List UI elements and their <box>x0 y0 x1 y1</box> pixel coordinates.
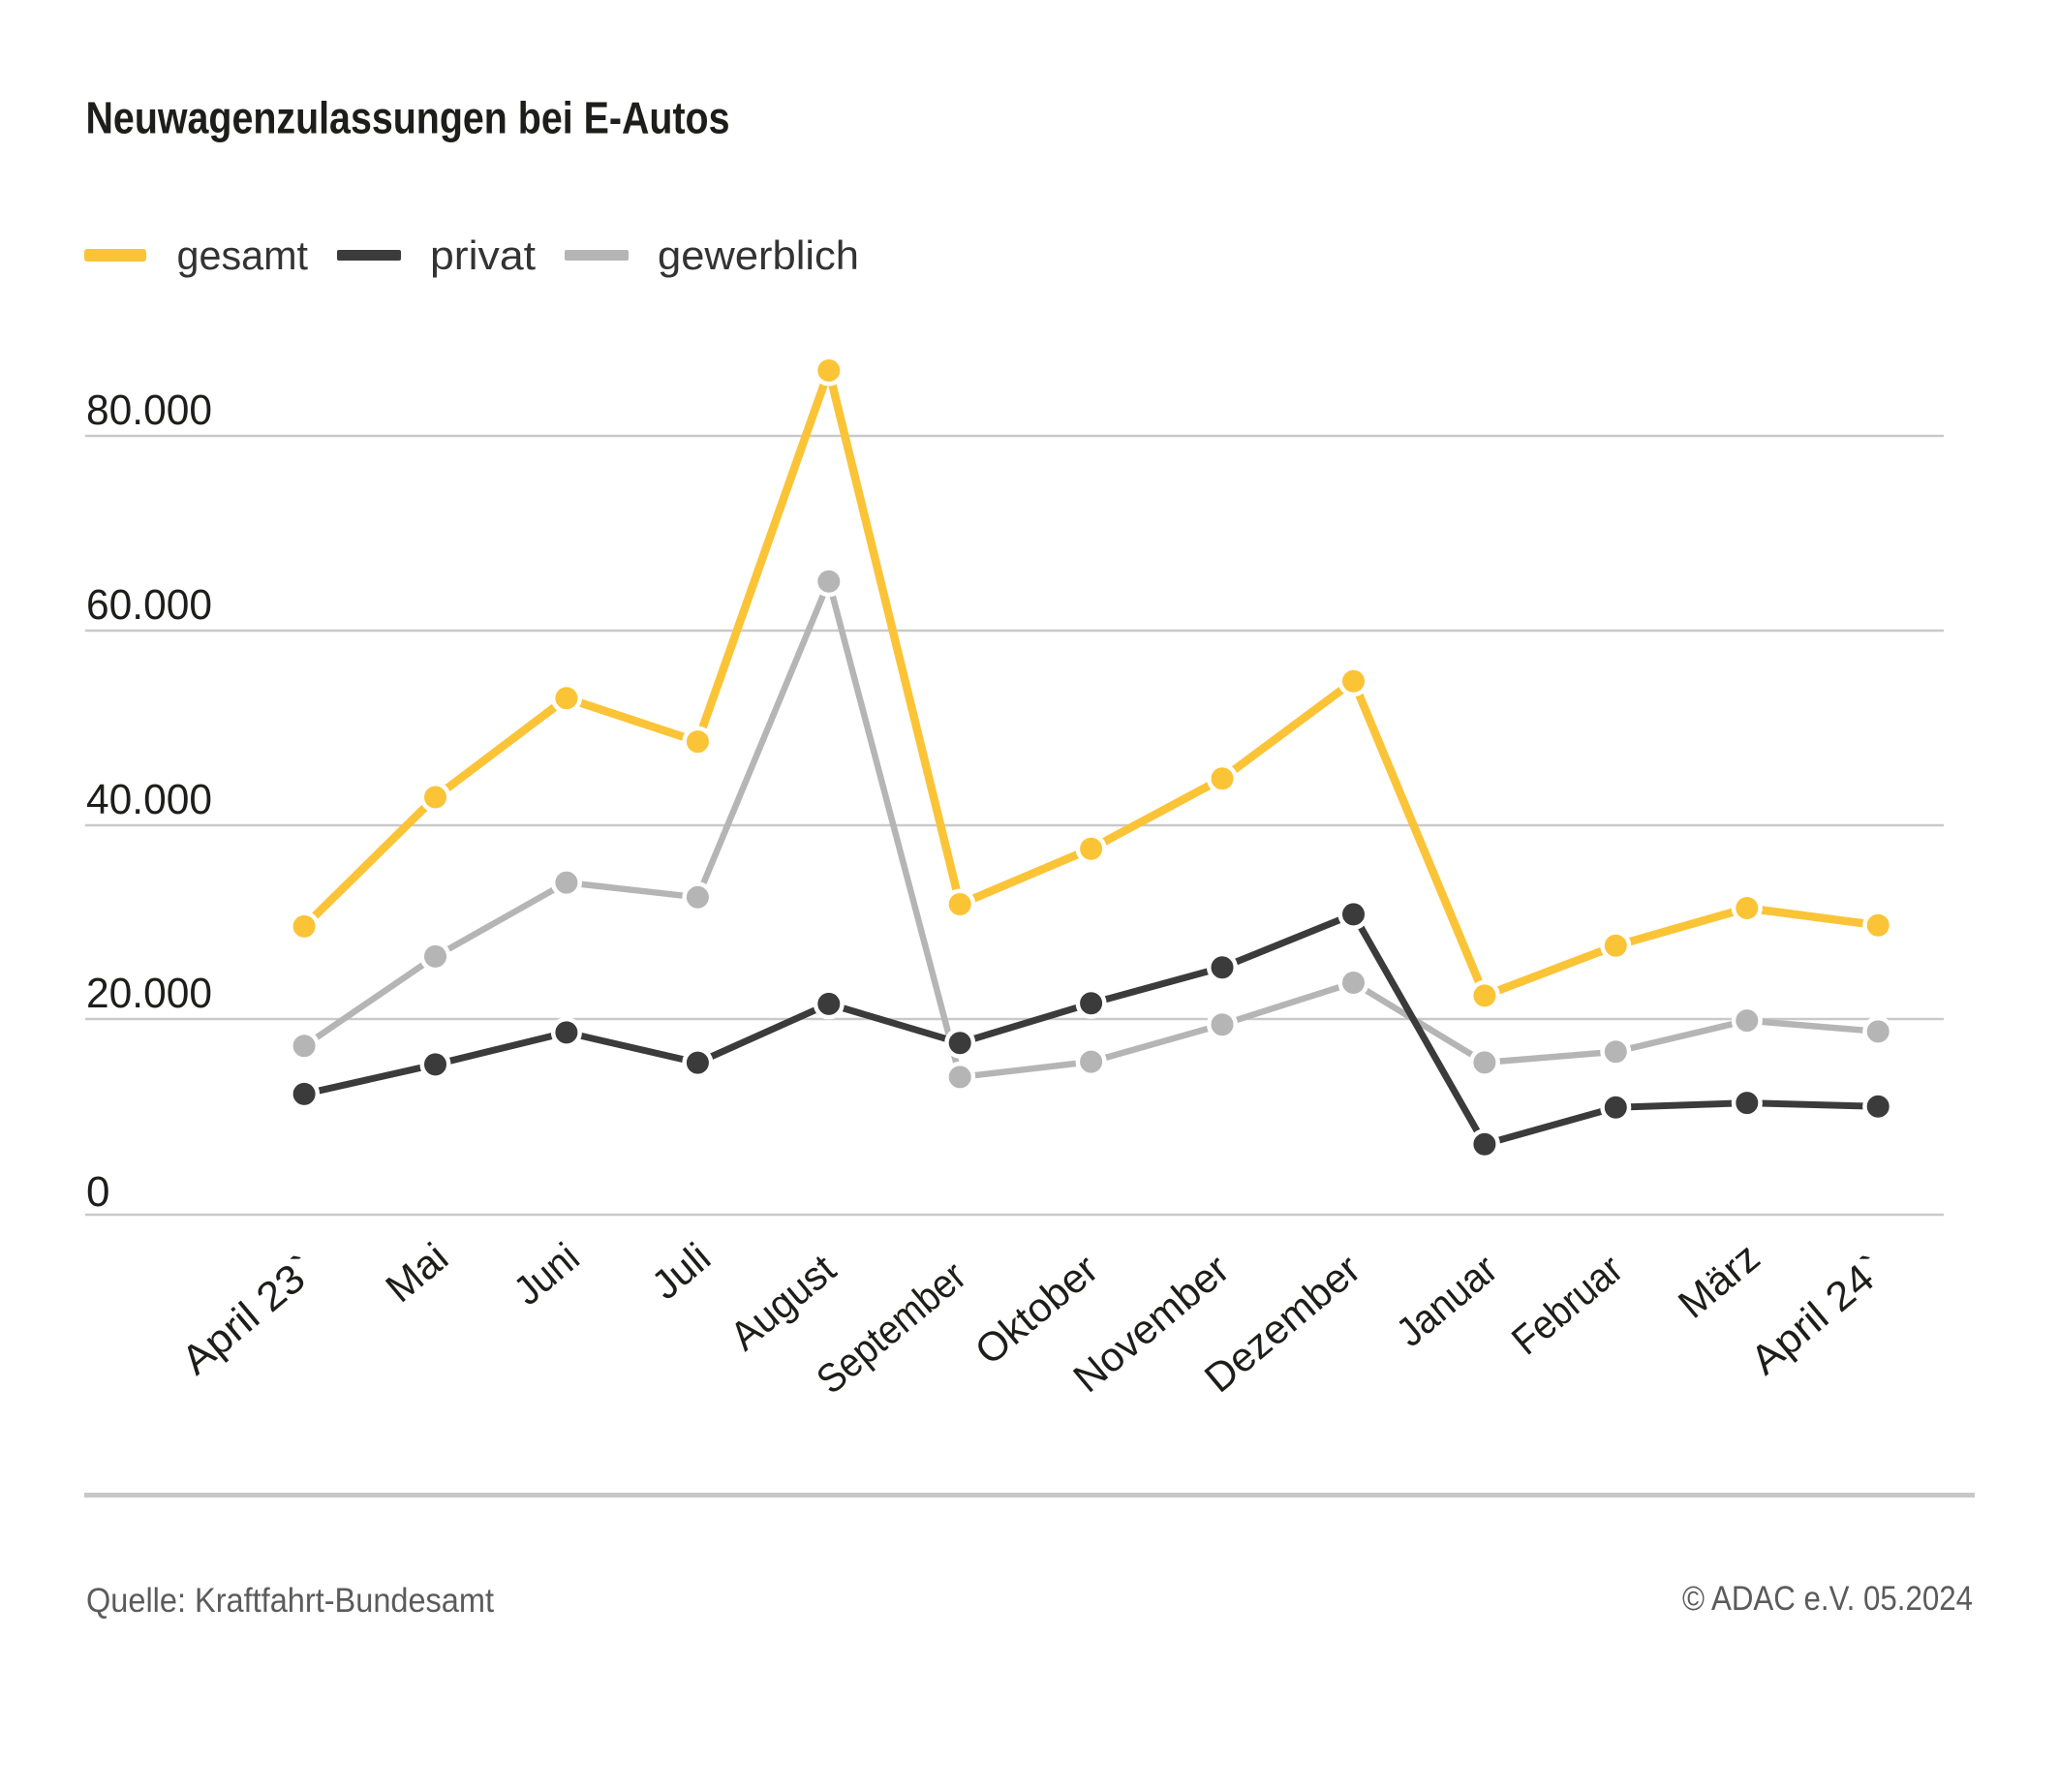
svg-text:Neuwagenzulassungen bei E-Auto: Neuwagenzulassungen bei E-Autos <box>86 93 730 143</box>
svg-text:60.000: 60.000 <box>86 581 212 629</box>
svg-text:privat: privat <box>430 232 536 278</box>
svg-text:20.000: 20.000 <box>86 970 212 1017</box>
svg-text:40.000: 40.000 <box>86 776 212 823</box>
svg-text:80.000: 80.000 <box>86 386 212 434</box>
svg-text:Quelle: Kraftfahrt-Bundesamt: Quelle: Kraftfahrt-Bundesamt <box>86 1582 494 1620</box>
svg-text:© ADAC e.V. 05.2024: © ADAC e.V. 05.2024 <box>1682 1580 1973 1618</box>
svg-text:gesamt: gesamt <box>177 232 309 278</box>
svg-text:gewerblich: gewerblich <box>658 232 859 278</box>
svg-text:0: 0 <box>86 1168 109 1216</box>
